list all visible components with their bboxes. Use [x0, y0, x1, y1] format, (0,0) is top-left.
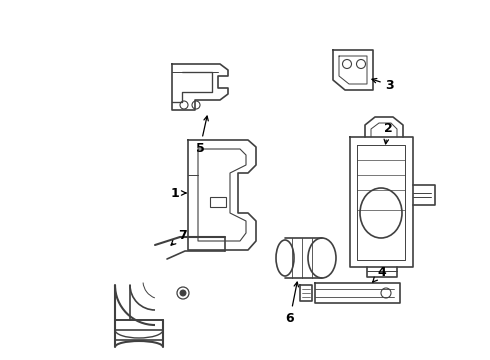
- Text: 1: 1: [171, 186, 186, 199]
- Text: 5: 5: [196, 116, 208, 154]
- Text: 4: 4: [373, 266, 387, 282]
- Text: 6: 6: [286, 282, 298, 324]
- Text: 7: 7: [171, 229, 186, 245]
- Text: 3: 3: [372, 78, 394, 91]
- Bar: [210, 197, 226, 207]
- Circle shape: [180, 290, 186, 296]
- Text: 2: 2: [384, 122, 392, 144]
